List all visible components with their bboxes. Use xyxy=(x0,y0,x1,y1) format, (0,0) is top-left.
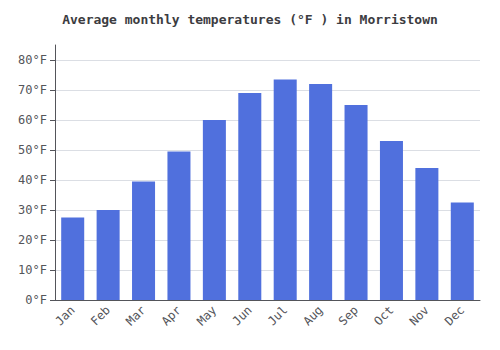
svg-text:Average monthly temperatures (: Average monthly temperatures (°F ) in Mo… xyxy=(62,12,438,27)
svg-text:Dec: Dec xyxy=(442,303,467,328)
svg-text:Jan: Jan xyxy=(52,303,77,328)
svg-text:30°F: 30°F xyxy=(18,203,47,217)
svg-text:Apr: Apr xyxy=(159,303,184,328)
svg-text:60°F: 60°F xyxy=(18,113,47,127)
svg-text:Mar: Mar xyxy=(123,303,148,328)
svg-text:Jul: Jul xyxy=(265,303,290,328)
svg-text:Jun: Jun xyxy=(230,303,255,328)
svg-text:Sep: Sep xyxy=(336,303,361,328)
svg-text:10°F: 10°F xyxy=(18,263,47,277)
svg-text:50°F: 50°F xyxy=(18,143,47,157)
svg-text:40°F: 40°F xyxy=(18,173,47,187)
svg-text:0°F: 0°F xyxy=(25,293,47,307)
svg-text:Aug: Aug xyxy=(300,303,325,328)
svg-text:80°F: 80°F xyxy=(18,53,47,67)
svg-text:Feb: Feb xyxy=(88,303,113,328)
svg-text:Oct: Oct xyxy=(371,303,396,328)
svg-text:70°F: 70°F xyxy=(18,83,47,97)
svg-text:20°F: 20°F xyxy=(18,233,47,247)
svg-text:May: May xyxy=(194,303,219,328)
svg-text:Nov: Nov xyxy=(407,303,432,328)
